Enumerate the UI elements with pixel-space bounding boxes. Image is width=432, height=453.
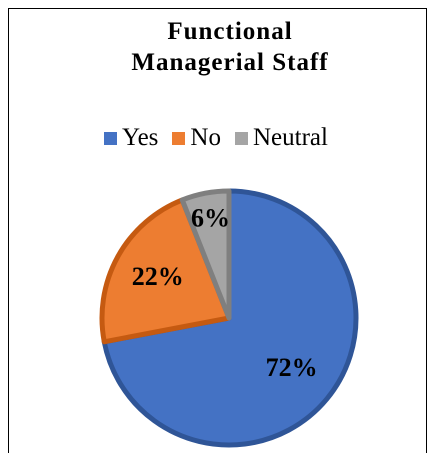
pie-slice xyxy=(179,188,232,321)
legend: Yes No Neutral xyxy=(0,124,432,152)
legend-item: Neutral xyxy=(234,124,328,152)
chart-title: Functional Managerial Staff xyxy=(131,18,329,76)
legend-item: No xyxy=(172,124,221,152)
data-label: 72% xyxy=(266,353,318,382)
legend-item: Yes xyxy=(104,124,158,152)
data-label: 6% xyxy=(191,204,230,233)
legend-swatch xyxy=(104,131,118,145)
legend-label: No xyxy=(190,124,221,151)
legend-label: Yes xyxy=(122,124,159,151)
legend-swatch xyxy=(234,131,248,145)
legend-label: Neutral xyxy=(252,124,328,151)
pie-slice xyxy=(99,197,232,345)
data-label: 22% xyxy=(132,262,184,291)
legend-swatch xyxy=(172,131,186,145)
frame xyxy=(8,8,427,453)
